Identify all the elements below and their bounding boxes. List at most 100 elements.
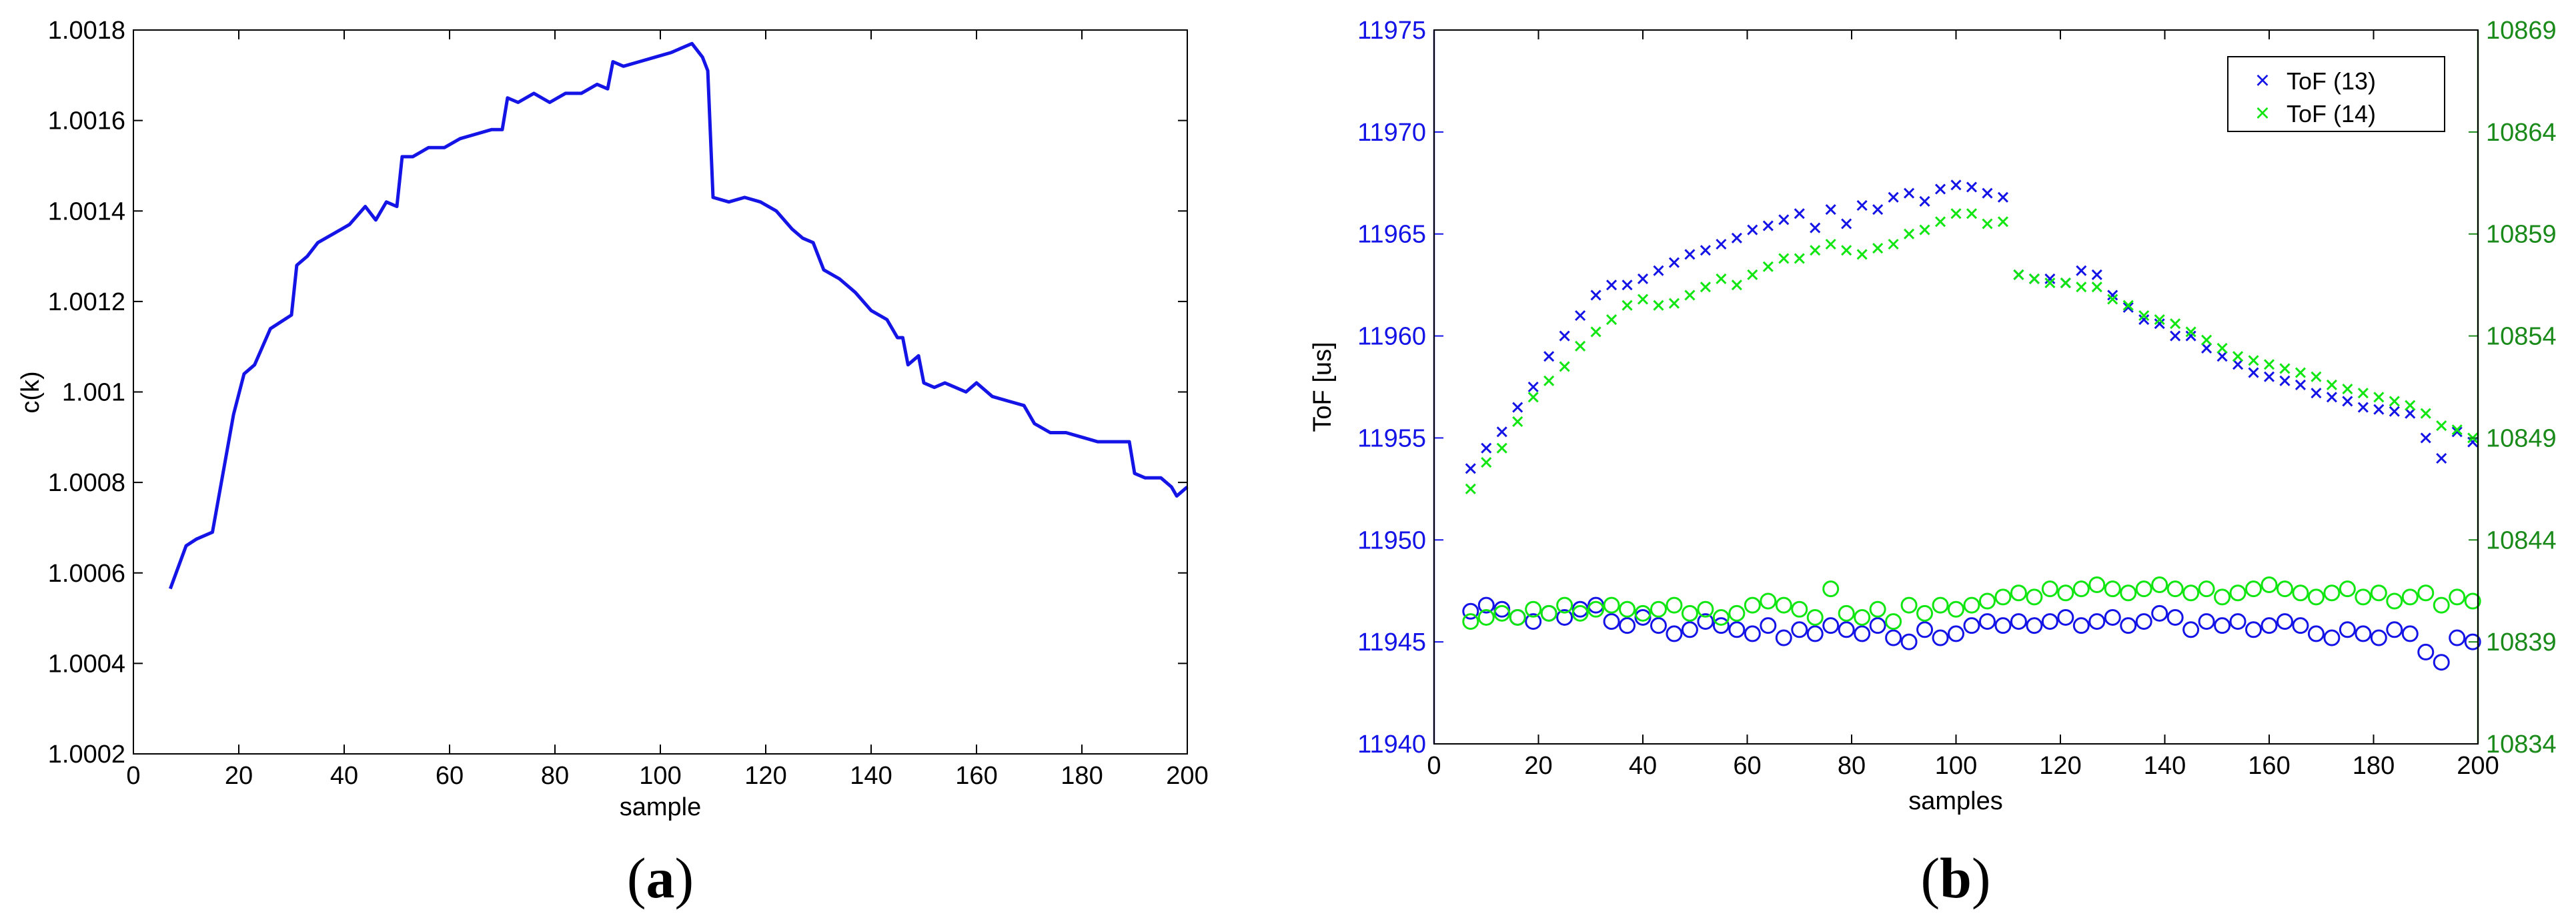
chart-b-x-marker [2122, 302, 2134, 313]
chart-b-x-marker [2311, 371, 2322, 382]
chart-b-circle-marker [2041, 613, 2058, 630]
chart-b-circle-marker [1869, 617, 1886, 634]
chart-b-circle-marker [2386, 592, 2403, 610]
chart-b-x-marker [1590, 290, 1601, 301]
chart-b-x-marker [1888, 191, 1899, 203]
chart-b-circle-marker [2182, 621, 2200, 638]
chart-b-circle-marker [2339, 621, 2356, 638]
x-tick-label: 40 [1629, 752, 1657, 780]
x-tick-label: 200 [1166, 762, 1208, 790]
chart-b-circle-marker [2370, 629, 2387, 646]
chart-b-x-marker [1747, 269, 1758, 280]
chart-b-x-marker [2342, 396, 2353, 407]
chart-b-circle-marker [1838, 604, 1855, 622]
chart-b-x-marker [1543, 351, 1555, 362]
chart-b-x-marker [1637, 273, 1649, 285]
chart-b-circle-marker [1509, 608, 1526, 626]
chart-b-circle-marker [1885, 629, 1902, 646]
chart-b-x-marker [1575, 310, 1586, 322]
chart-b-x-marker [2216, 342, 2228, 354]
chart-b-x-marker [1810, 245, 1821, 256]
chart-b-x-marker [1512, 416, 1523, 428]
y-tick-label: 1.0012 [48, 288, 125, 316]
chart-b-x-marker [1762, 220, 1774, 232]
x-tick-label: 120 [2039, 752, 2081, 780]
chart-b-circle-marker [2417, 584, 2435, 602]
chart-b-circle-marker [1477, 596, 1495, 614]
chart-b-circle-marker [1556, 596, 1573, 614]
x-tick-label: 180 [1061, 762, 1103, 790]
chart-b: 11940 11945 11950 11955 11960 11965 11970 11975… [1309, 17, 2557, 910]
chart-b-circle-marker [2214, 588, 2231, 606]
chart-b-circle-marker [2057, 584, 2074, 602]
chart-b-x-marker [2420, 408, 2431, 419]
x-tick-label: 100 [639, 762, 681, 790]
y2-tick-label: 10849 [2486, 424, 2557, 452]
chart-b-circle-marker [1712, 617, 1730, 634]
chart-b-circle-marker [1666, 625, 1683, 642]
chart-b-x-marker [1684, 290, 1696, 301]
chart-b-circle-marker [1744, 625, 1761, 642]
legend-marker-tof13: × [2255, 67, 2270, 95]
chart-b-x-marker [1481, 442, 1492, 454]
chart-b-x-marker [2232, 359, 2244, 370]
chart-b-x-marker [1997, 191, 2008, 203]
chart-b-x-marker [2342, 383, 2353, 395]
chart-b-circle-marker [1712, 608, 1730, 626]
y-tick-label: 1.0004 [48, 650, 125, 678]
y2-tick-label: 10864 [2486, 119, 2557, 147]
x-tick-label: 80 [1838, 752, 1866, 780]
chart-b-circle-marker [1775, 596, 1792, 614]
legend-label-tof14: ToF (14) [2287, 100, 2376, 127]
x-tick-label: 60 [436, 762, 464, 790]
x-tick-label: 160 [955, 762, 997, 790]
chart-b-x-marker [1950, 179, 1962, 191]
chart-a-y-ticks: 1.0002 1.0004 1.0006 1.0008 1.001 1.0012 1.001… [48, 17, 1187, 769]
chart-b-x-marker [2154, 314, 2165, 326]
x-tick-label: 20 [225, 762, 253, 790]
chart-b-x-marker [1966, 208, 1978, 219]
chart-b-circle-marker [2088, 576, 2106, 594]
chart-b-x-marker [1825, 238, 1836, 250]
chart-b-circle-marker [2072, 617, 2090, 634]
chart-b-x-marker [1919, 224, 1930, 236]
chart-b-x-marker [1731, 232, 1742, 244]
y2-tick-label: 10834 [2486, 731, 2557, 759]
chart-b-circle-marker [1760, 617, 1777, 634]
panel-b-label: (b) [1920, 846, 1990, 910]
chart-b-x-marker [1904, 228, 1915, 240]
chart-b-circle-marker [1728, 604, 1746, 622]
chart-b-x-marker [1605, 280, 1618, 291]
chart-b-circle-marker [2104, 608, 2121, 626]
chart-b-x-marker [1841, 245, 1852, 256]
x-tick-label: 40 [330, 762, 358, 790]
chart-b-circle-marker [1493, 600, 1511, 618]
chart-b-circle-marker [1775, 629, 1792, 646]
chart-b-x-marker [1982, 218, 1993, 230]
chart-b-circle-marker [1854, 625, 1871, 642]
chart-b-circle-marker [2323, 584, 2341, 602]
chart-b-x-marker [1700, 245, 1711, 256]
chart-b-circle-marker [1822, 580, 1840, 598]
x-tick-label: 20 [1524, 752, 1552, 780]
chart-b-x-marker [1934, 183, 1946, 195]
chart-b-circle-marker [1963, 596, 1980, 614]
chart-b-x-marker [2436, 420, 2447, 432]
chart-b-circle-marker [2057, 608, 2074, 626]
chart-b-x-marker [2201, 342, 2212, 354]
chart-b-x-marker [2044, 273, 2056, 285]
chart-b-circle-marker [2292, 584, 2309, 602]
chart-a-series-line [168, 41, 1189, 590]
chart-b-x-marker [1622, 280, 1633, 291]
chart-b-x-marker [1716, 238, 1727, 250]
chart-b-x-marker [2389, 406, 2400, 417]
chart-b-circle-marker [2214, 617, 2231, 634]
chart-b-x-marker [1794, 208, 1805, 219]
x-tick-label: 160 [2248, 752, 2290, 780]
chart-b-circle-marker [2307, 588, 2325, 606]
chart-b-circle-marker [1681, 621, 1698, 638]
chart-b-circle-marker [1744, 596, 1761, 614]
chart-b-ylabel: ToF [us] [1309, 342, 1337, 432]
chart-b-x-marker [1481, 457, 1492, 468]
chart-b-circle-marker [2229, 584, 2246, 602]
